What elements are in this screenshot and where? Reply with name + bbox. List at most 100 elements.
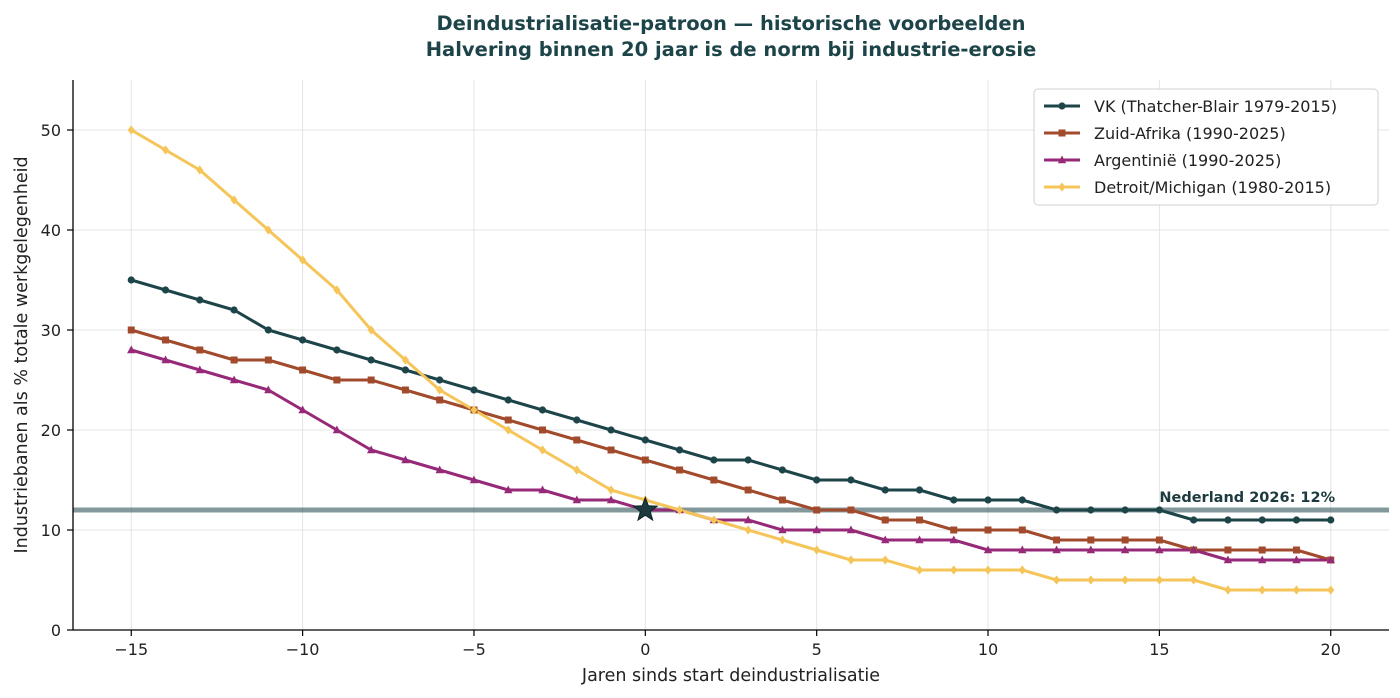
series-lines <box>129 128 1333 592</box>
data-point-0-33 <box>1258 516 1266 524</box>
data-point-3-22 <box>881 555 889 565</box>
data-point-0-23 <box>915 486 924 494</box>
data-point-2-27 <box>1052 545 1061 554</box>
legend-box <box>1033 88 1379 206</box>
data-point-2-8 <box>401 455 410 464</box>
data-point-0-5 <box>299 336 307 344</box>
data-point-2-5 <box>298 405 307 414</box>
data-point-1-25 <box>984 526 992 534</box>
data-point-1-24 <box>950 526 958 534</box>
data-point-2-9 <box>435 465 444 474</box>
data-point-1-7 <box>367 376 375 384</box>
data-point-3-25 <box>984 565 992 575</box>
y-tick-label: 0 <box>51 621 61 640</box>
data-point-2-24 <box>949 535 958 544</box>
data-point-3-30 <box>1155 575 1163 585</box>
series-line-3 <box>129 128 1333 592</box>
data-point-3-2 <box>196 165 204 175</box>
data-point-0-2 <box>196 296 204 304</box>
data-point-0-3 <box>230 306 238 314</box>
data-point-1-34 <box>1292 546 1300 554</box>
data-point-3-5 <box>299 255 307 265</box>
x-tick-label: −5 <box>462 640 486 659</box>
data-point-0-18 <box>744 456 752 464</box>
data-point-0-15 <box>641 436 649 444</box>
data-point-1-17 <box>710 476 718 484</box>
data-point-1-12 <box>539 426 547 434</box>
data-point-0-27 <box>1052 506 1061 514</box>
data-point-2-18 <box>743 515 753 524</box>
data-point-2-11 <box>504 485 513 494</box>
data-point-3-0 <box>127 125 135 135</box>
data-point-2-3 <box>229 375 239 384</box>
data-point-2-35 <box>1326 555 1335 564</box>
y-tick-label: 30 <box>41 321 61 340</box>
reference-line-group: Nederland 2026: 12% <box>73 490 1389 513</box>
data-point-1-2 <box>196 346 204 354</box>
y-tick-label: 10 <box>41 521 61 540</box>
data-point-1-6 <box>333 376 341 384</box>
data-point-1-30 <box>1155 536 1163 544</box>
data-point-0-34 <box>1292 516 1301 524</box>
data-point-3-9 <box>436 385 444 395</box>
data-point-0-24 <box>950 496 958 504</box>
legend-label-3: Detroit/Michigan (1980-2015) <box>1094 178 1331 197</box>
data-point-0-32 <box>1224 516 1232 524</box>
data-point-3-11 <box>504 425 512 435</box>
data-point-3-1 <box>161 145 170 155</box>
data-point-0-10 <box>470 386 478 394</box>
data-point-2-33 <box>1257 555 1267 564</box>
x-axis-label: Jaren sinds start deindustrialisatie <box>581 666 880 686</box>
data-point-1-19 <box>778 496 786 504</box>
legend-marker-2 <box>1057 155 1067 164</box>
reference-line-label: Nederland 2026: 12% <box>1159 490 1335 506</box>
legend: VK (Thatcher-Blair 1979-2015) Zuid-Afrika… <box>1033 88 1379 206</box>
data-point-1-22 <box>881 516 889 524</box>
data-point-1-21 <box>847 506 855 514</box>
data-point-0-17 <box>710 456 718 464</box>
data-point-2-12 <box>538 485 547 494</box>
data-point-0-26 <box>1018 496 1026 504</box>
data-point-3-31 <box>1190 575 1198 585</box>
data-point-3-7 <box>367 325 375 335</box>
data-point-2-6 <box>332 425 342 434</box>
data-point-0-4 <box>264 326 272 334</box>
y-axis-label: Industriebanen als % totale werkgelegenh… <box>12 156 32 553</box>
data-point-2-10 <box>469 475 479 484</box>
x-tick-label: 5 <box>812 640 822 659</box>
data-point-0-11 <box>504 396 512 404</box>
data-point-2-0 <box>127 345 136 354</box>
data-point-0-35 <box>1327 516 1335 524</box>
data-point-3-21 <box>847 555 855 565</box>
legend-marker-0 <box>1058 102 1066 110</box>
data-point-2-25 <box>983 545 993 554</box>
data-point-2-20 <box>812 525 821 534</box>
data-point-2-13 <box>572 495 581 504</box>
data-point-3-13 <box>573 465 581 475</box>
data-point-0-30 <box>1155 506 1163 514</box>
series-line-2 <box>129 348 1333 562</box>
data-point-1-4 <box>264 356 272 364</box>
data-point-3-23 <box>915 565 924 575</box>
data-point-1-23 <box>915 516 923 524</box>
data-point-2-31 <box>1189 545 1198 554</box>
legend-marker-1 <box>1058 129 1066 137</box>
legend-label-1: Zuid-Afrika (1990-2025) <box>1094 124 1286 143</box>
x-tick-label: 15 <box>1149 640 1169 659</box>
data-point-3-19 <box>778 535 787 545</box>
data-point-0-25 <box>984 496 992 504</box>
data-point-3-28 <box>1087 575 1095 585</box>
data-point-0-7 <box>367 356 375 364</box>
data-point-0-29 <box>1121 506 1129 514</box>
data-point-3-29 <box>1121 575 1129 585</box>
x-tick-label: −10 <box>286 640 320 659</box>
data-point-0-19 <box>778 466 787 474</box>
data-point-2-34 <box>1292 555 1301 564</box>
data-point-0-22 <box>881 486 889 494</box>
legend-marker-3 <box>1058 182 1066 192</box>
data-point-2-1 <box>161 355 170 364</box>
data-point-0-9 <box>436 376 444 384</box>
data-point-1-27 <box>1053 536 1061 544</box>
data-point-3-32 <box>1224 585 1232 595</box>
